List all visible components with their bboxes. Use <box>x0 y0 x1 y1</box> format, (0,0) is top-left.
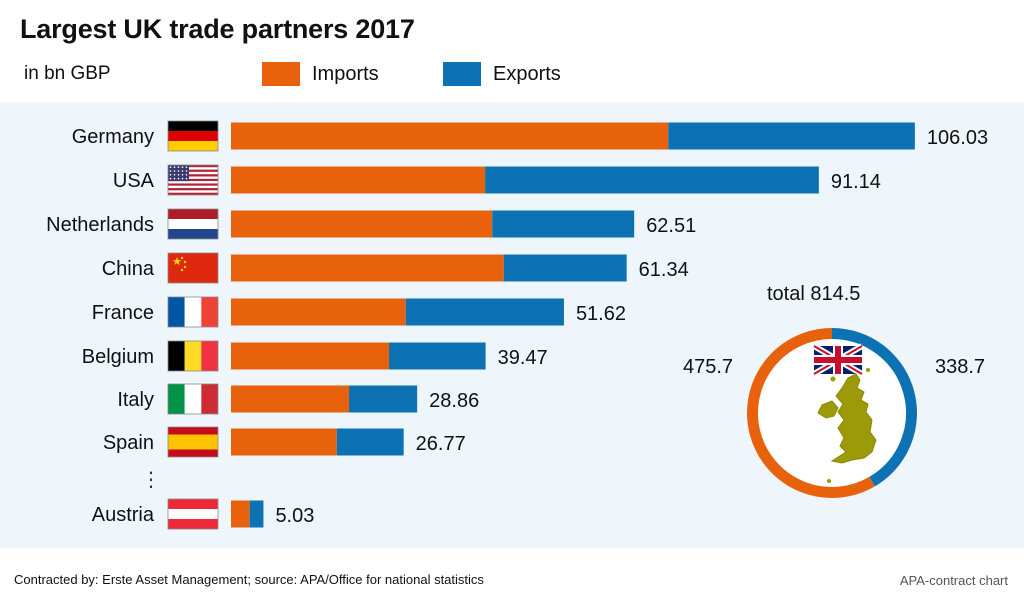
bar-imports-austria <box>231 500 250 528</box>
legend-exports-label: Exports <box>493 62 561 85</box>
bar-exports-austria <box>249 500 264 528</box>
bar-exports-china <box>503 254 627 282</box>
bar-exports-netherlands <box>492 210 635 238</box>
category-label-germany: Germany <box>72 126 154 148</box>
legend-imports: Imports <box>262 60 379 88</box>
bar-exports-belgium <box>389 342 486 370</box>
bar-total-austria: 5.03 <box>275 505 314 527</box>
bar-imports-netherlands <box>231 210 493 238</box>
bar-total-usa: 91.14 <box>831 171 881 193</box>
category-label-austria: Austria <box>92 504 155 526</box>
china-flag: ★ <box>167 252 219 284</box>
donut-imports-arc <box>747 328 875 498</box>
belgium-flag <box>167 340 219 372</box>
bar-imports-belgium <box>231 342 390 370</box>
austria-flag <box>167 498 219 530</box>
bar-total-france: 51.62 <box>576 303 626 325</box>
unit-label: in bn GBP <box>24 63 111 84</box>
chart-title: Largest UK trade partners 2017 <box>20 14 415 44</box>
bar-total-belgium: 39.47 <box>498 347 548 369</box>
legend-exports: Exports <box>443 60 561 88</box>
spain-flag <box>167 426 219 458</box>
category-label-netherlands: Netherlands <box>46 214 154 236</box>
bar-total-china: 61.34 <box>639 259 689 281</box>
legend-imports-swatch <box>262 62 300 86</box>
usa-flag <box>167 164 219 196</box>
footer-credit: APA-contract chart <box>899 573 1008 588</box>
bar-total-germany: 106.03 <box>927 127 988 149</box>
bar-exports-italy <box>349 385 418 413</box>
uk-flag-icon <box>812 343 864 377</box>
bar-total-italy: 28.86 <box>429 390 479 412</box>
bar-exports-france <box>405 298 564 326</box>
list-ellipsis: ⋮ <box>141 467 161 491</box>
donut-exports-arc <box>831 328 917 487</box>
uk-map-icon <box>817 368 877 483</box>
germany-flag <box>167 120 219 152</box>
bar-imports-spain <box>231 428 337 456</box>
donut-exports-value: 338.7 <box>935 356 986 378</box>
legend-exports-swatch <box>443 62 481 86</box>
donut-total-label: total 814.5 <box>767 283 861 305</box>
legend-imports-label: Imports <box>312 62 379 85</box>
category-label-usa: USA <box>113 170 155 192</box>
bar-total-netherlands: 62.51 <box>646 215 696 237</box>
france-flag <box>167 296 219 328</box>
donut-imports-value: 475.7 <box>683 356 734 378</box>
netherlands-flag <box>167 208 219 240</box>
bar-imports-germany <box>231 122 669 150</box>
bar-exports-spain <box>336 428 404 456</box>
svg-text:★: ★ <box>172 255 182 268</box>
bar-exports-germany <box>668 122 915 150</box>
category-label-spain: Spain <box>103 432 154 454</box>
footer-source: Contracted by: Erste Asset Management; s… <box>14 572 484 587</box>
bar-imports-usa <box>231 166 486 194</box>
category-label-italy: Italy <box>117 389 154 411</box>
bar-imports-italy <box>231 385 350 413</box>
italy-flag <box>167 383 219 415</box>
bar-imports-france <box>231 298 406 326</box>
bar-exports-usa <box>485 166 819 194</box>
category-label-china: China <box>102 258 155 280</box>
category-label-belgium: Belgium <box>82 346 154 368</box>
bar-imports-china <box>231 254 504 282</box>
bar-total-spain: 26.77 <box>416 433 466 455</box>
category-label-france: France <box>92 302 154 324</box>
